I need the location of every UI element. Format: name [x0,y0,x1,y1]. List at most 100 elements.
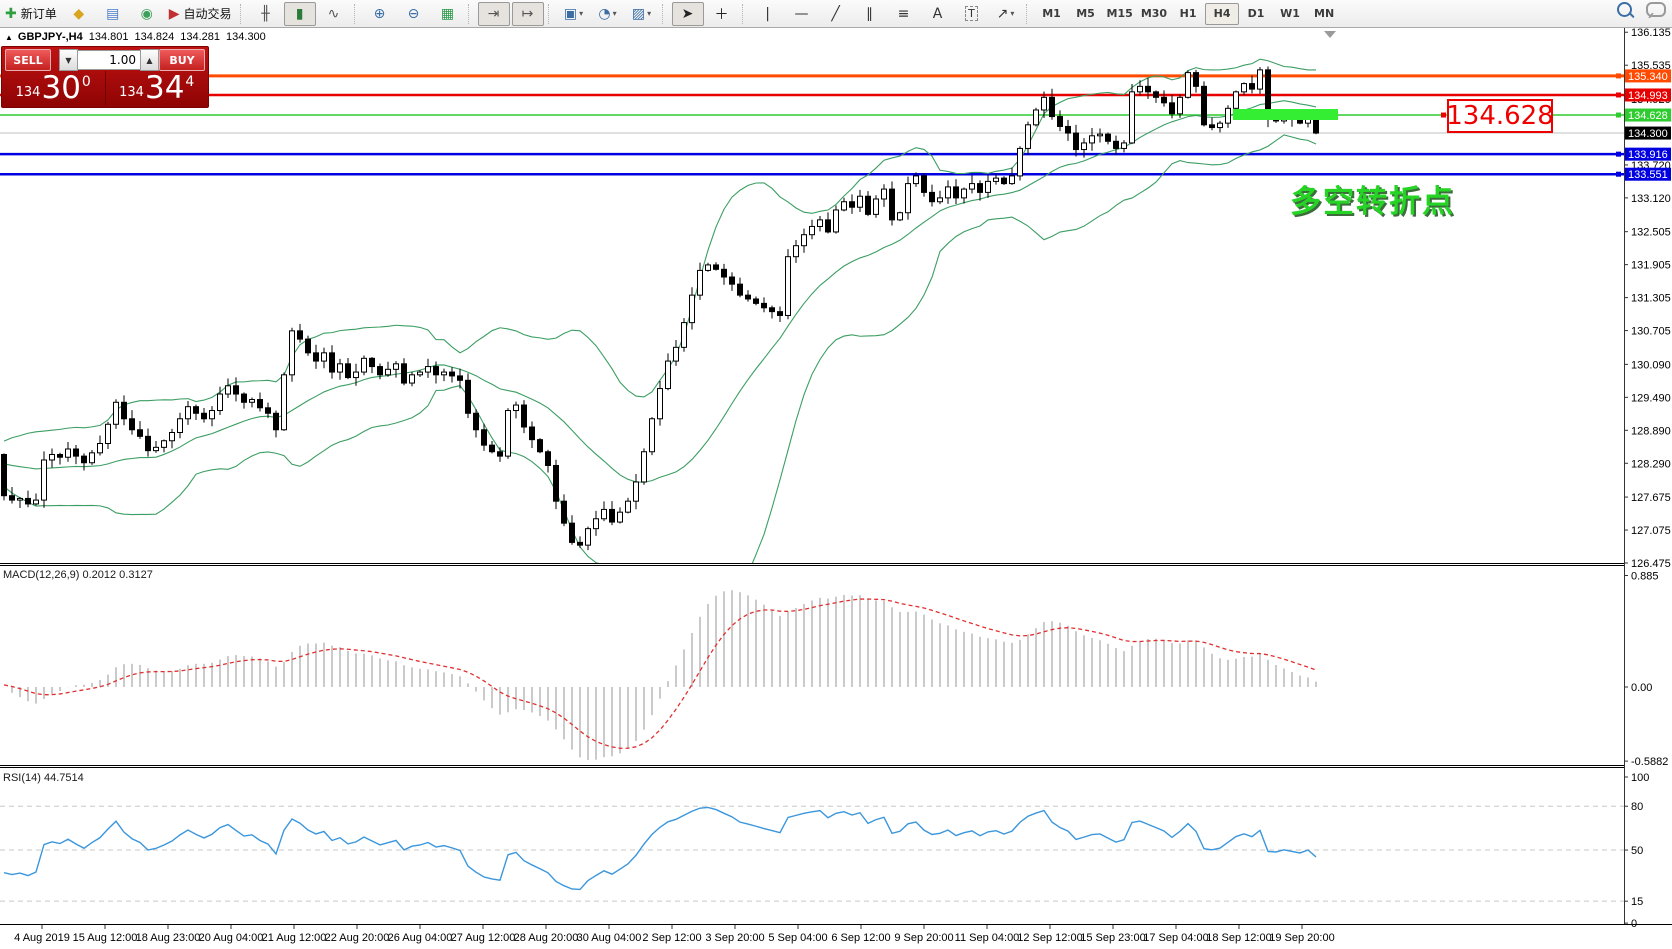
price-level-label: 133.916 [1628,149,1668,161]
support-highlight-bar[interactable] [1233,109,1338,120]
buy-price-sup: 4 [185,74,195,90]
trendline-button-icon: ╱ [831,5,840,22]
sell-button[interactable]: SELL [5,49,51,71]
price-tick-label: 133.120 [1631,193,1671,205]
new-order-button[interactable]: ✚ 新订单 [1,2,61,26]
new-order-button-label: 新订单 [20,7,57,21]
vertical-line-button-icon: | [765,5,770,22]
time-tick-label: 5 Sep 04:00 [768,932,827,944]
price-annotation-box[interactable]: 134.628 [1446,99,1554,133]
timeframe-m30-button[interactable]: M30 [1140,7,1168,20]
volume-input[interactable] [78,50,140,70]
market-watch-button[interactable]: ▤ [97,2,129,26]
crosshair-button[interactable]: ＋ [706,2,738,26]
toolbar-separator [547,3,554,24]
text-button[interactable]: A [922,2,954,26]
time-tick-label: 18 Sep 12:00 [1206,932,1271,944]
auto-trading-button[interactable]: ▶ 自动交易 [165,2,236,26]
timeframe-m1-button[interactable]: M1 [1042,7,1061,20]
timeframe-d1-button[interactable]: D1 [1247,7,1265,20]
timeframe-h4-button[interactable]: H4 [1205,2,1240,25]
chart-shift-button-icon: ↦ [521,5,534,22]
new-chart-button[interactable]: ▣ ▾ [558,2,590,26]
price-axis: 136.135135.535134.920133.720133.120132.5… [1616,27,1671,930]
toolbar-separator [353,3,360,24]
arrows-button[interactable]: ↗ ▾ [990,2,1022,26]
price-level-label: 135.340 [1628,71,1668,83]
signals-button[interactable]: ◉ [131,2,163,26]
collapse-icon[interactable]: ▲ [5,33,13,42]
bollinger-lower-band [3,134,1317,563]
chart-shift-button[interactable]: ↦ [511,1,544,26]
time-tick-label: 30 Aug 04:00 [577,932,642,944]
macd-tick-label: -0.5882 [1631,756,1668,768]
time-tick-label: 21 Aug 12:00 [262,932,327,944]
price-tick-label: 128.290 [1631,458,1671,470]
time-tick-label: 12 Sep 12:00 [1017,932,1082,944]
zoom-in-button[interactable]: ⊕ [364,2,396,26]
trendline-button[interactable]: ╱ [820,2,852,26]
auto-trading-button-label: 自动交易 [183,7,232,21]
time-tick-label: 9 Sep 20:00 [894,932,953,944]
zoom-out-button-icon: ⊖ [407,5,420,22]
timeframe-h1-button[interactable]: H1 [1179,7,1197,20]
timeframe-m15-button[interactable]: M15 [1106,7,1133,20]
dropdown-arrow-icon: ▾ [579,9,584,18]
periods-button-icon: ◔ [598,5,611,22]
text-label-button-icon: T [965,6,978,21]
auto-scroll-button[interactable]: ⇥ [477,1,510,26]
ohlc-high: 134.824 [134,31,175,43]
fibonacci-button[interactable]: ≡ [888,2,920,26]
ohlc-close: 134.300 [226,31,266,43]
dropdown-arrow-icon: ▾ [1010,9,1015,18]
time-tick-label: 15 Aug 12:00 [73,932,138,944]
templates-button[interactable]: ▨ ▾ [626,2,658,26]
time-tick-label: 6 Sep 12:00 [831,932,890,944]
horizontal-line-button[interactable]: — [786,2,818,26]
favorites-button[interactable]: ◆ [63,2,95,26]
horizontal-line-button-icon: — [794,5,809,22]
price-level-label: 134.628 [1628,110,1668,122]
bar-chart-button[interactable]: ╫ [250,2,282,26]
cursor-button[interactable]: ➤ [671,1,704,26]
equidistant-channel-button[interactable]: ∥ [854,2,886,26]
zoom-out-button[interactable]: ⊖ [398,2,430,26]
line-chart-button[interactable]: ∿ [318,2,350,26]
arrows-button-icon: ↗ [996,5,1009,22]
sell-price[interactable]: 134 30 0 [2,71,106,105]
chat-icon[interactable] [1646,2,1666,17]
turning-point-annotation: 多空转折点 [1290,184,1455,220]
time-tick-label: 26 Aug 04:00 [388,932,453,944]
volume-up-button[interactable]: ▲ [140,49,159,71]
vertical-line-button[interactable]: | [752,2,784,26]
bollinger-upper-band [3,58,1317,442]
buy-price[interactable]: 134 34 4 [106,71,209,105]
annotation-anchor [1441,112,1446,118]
rsi-line [3,806,1317,891]
rsi-panel [0,805,1624,902]
bollinger-middle-band [3,100,1317,483]
candlestick-chart-button[interactable]: ▮ [283,1,316,26]
periods-button[interactable]: ◔ ▾ [592,2,624,26]
text-label-button[interactable]: T [956,2,988,26]
price-tick-label: 135.535 [1631,60,1671,72]
timeframe-w1-button[interactable]: W1 [1280,7,1300,20]
toolbar-separator [1025,3,1032,24]
search-icon[interactable] [1617,2,1632,17]
dropdown-arrow-icon: ▾ [612,9,617,18]
buy-price-big: 34 [144,70,185,106]
timeframe-mn-button[interactable]: MN [1314,7,1335,20]
chart-header: ▲ GBPJPY-,H4 134.801 134.824 134.281 134.300 [5,31,272,43]
price-level-label: 134.993 [1628,90,1668,102]
toolbar-separator [467,3,474,24]
cursor-button-icon: ➤ [681,5,694,22]
rsi-tick-label: 0 [1631,918,1637,930]
buy-button[interactable]: BUY [159,49,205,71]
text-button-icon: A [932,5,943,22]
tile-windows-button[interactable]: ▦ [432,2,464,26]
volume-down-button[interactable]: ▼ [59,49,78,71]
timeframe-m5-button[interactable]: M5 [1076,7,1095,20]
